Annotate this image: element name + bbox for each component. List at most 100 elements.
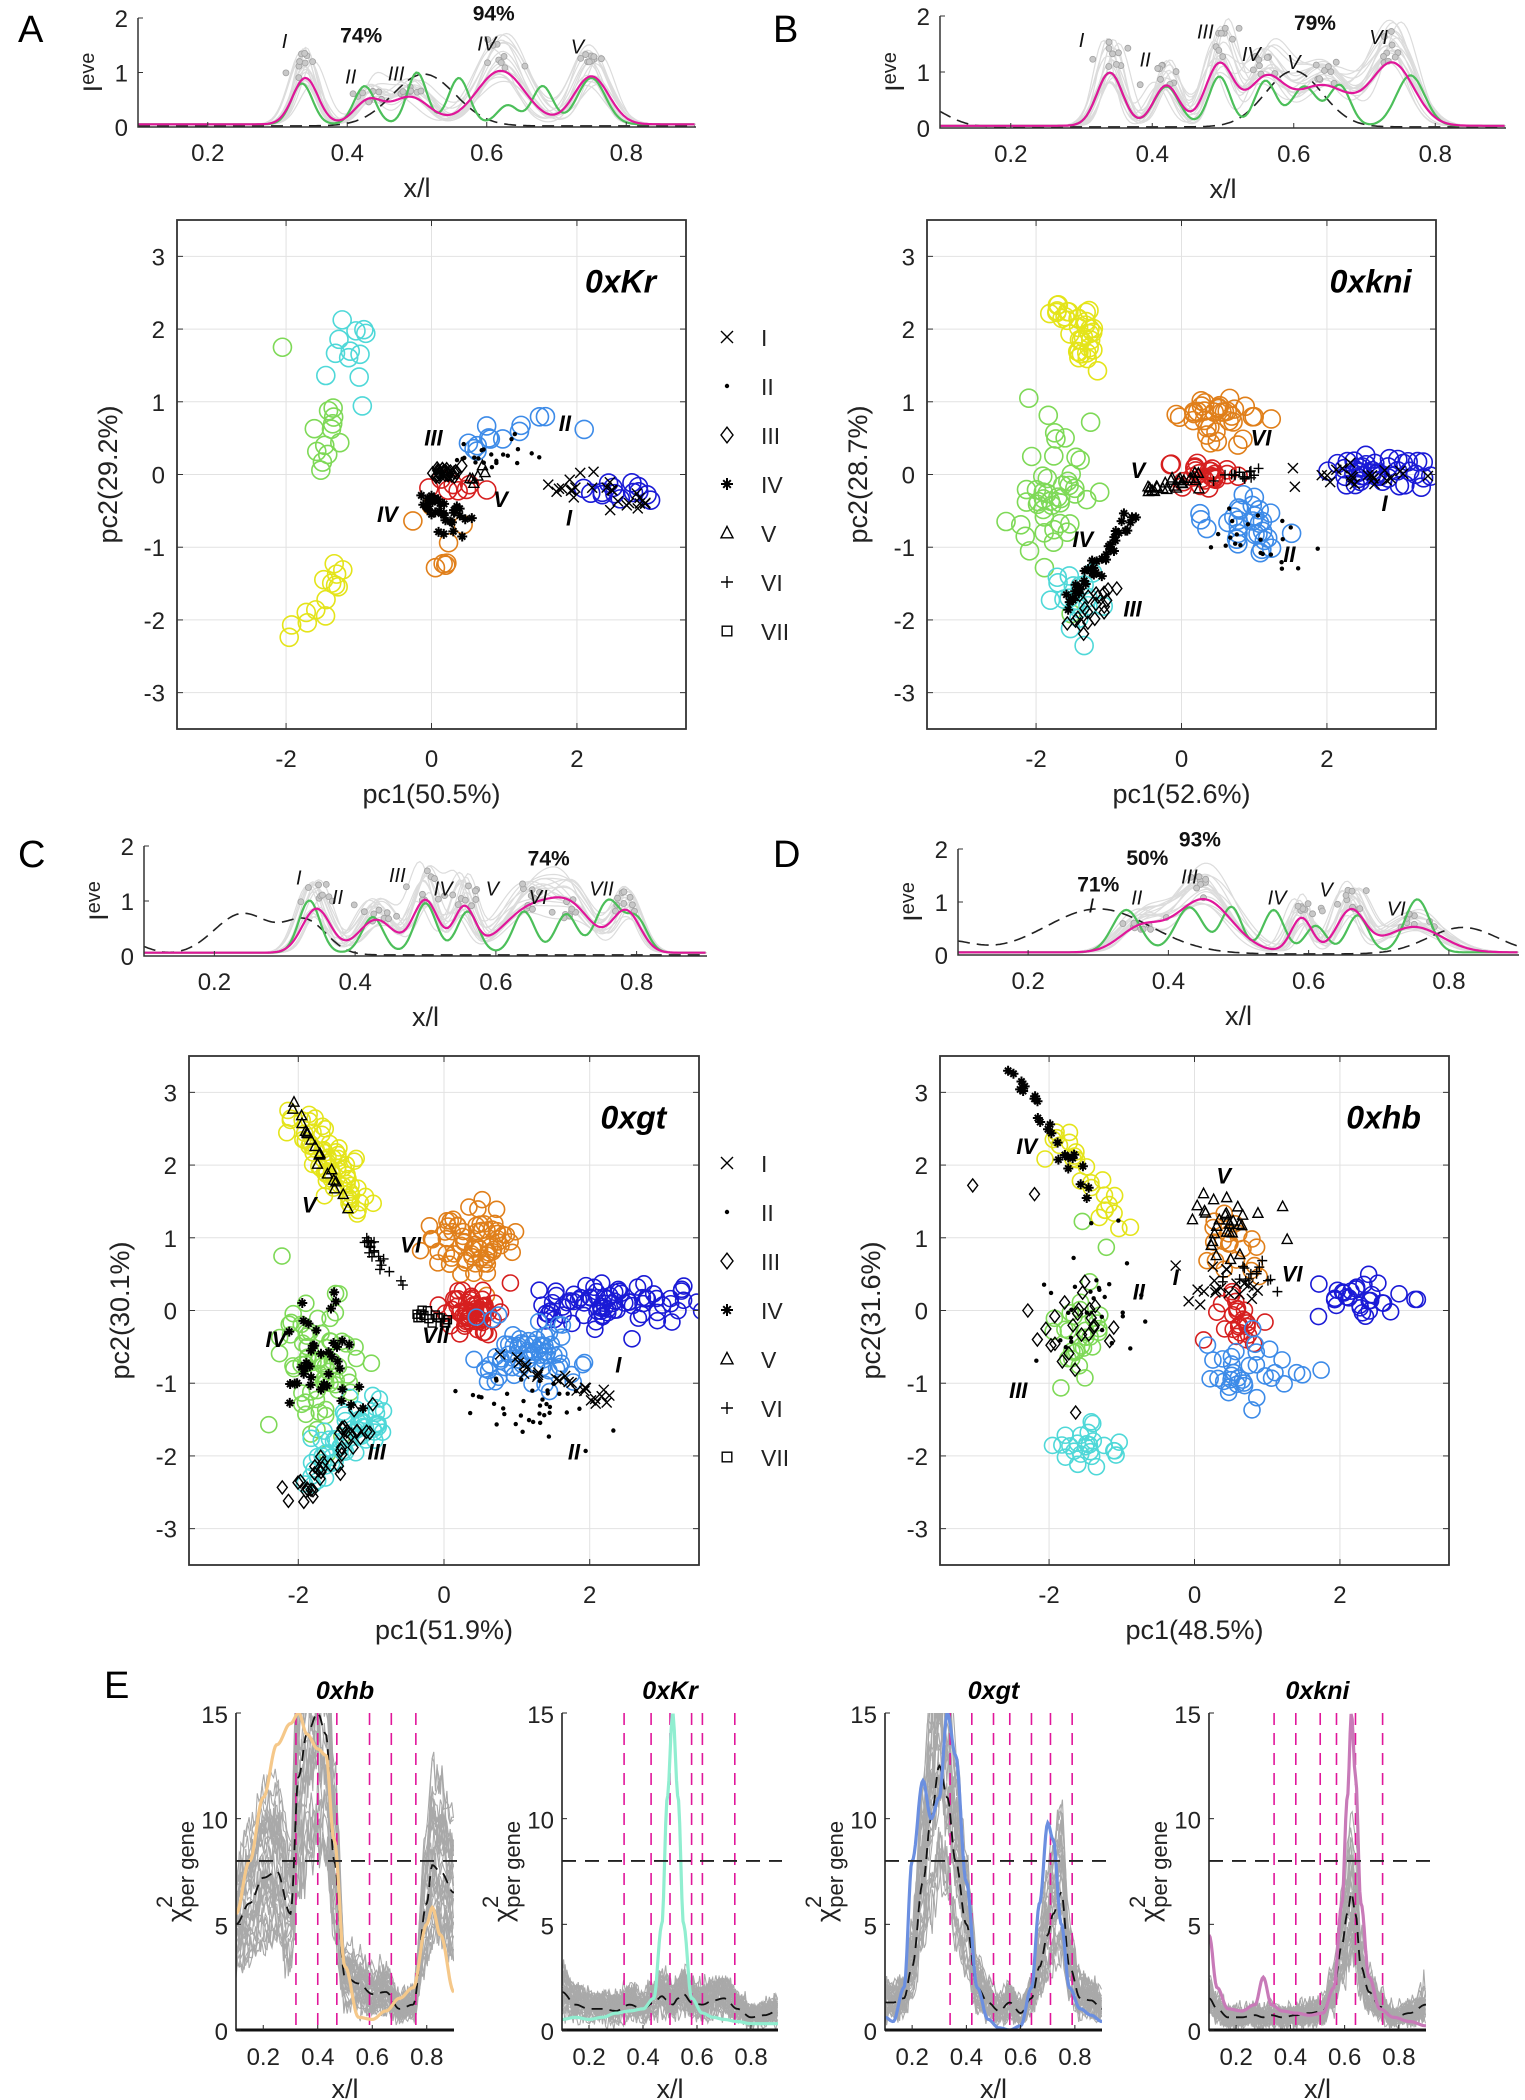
- chart-title: 0xkni: [1286, 1677, 1351, 1705]
- replicate-peak-point: [359, 89, 366, 97]
- cluster-point-lightblue: [528, 1330, 546, 1349]
- stripe-marker-x: [1324, 476, 1336, 488]
- stripe-marker-dot: [1208, 545, 1214, 550]
- stripe-marker-dot: [1066, 1310, 1071, 1316]
- cluster-point-darkblue: [648, 1311, 667, 1330]
- y-tick-label: 0: [215, 2019, 228, 2046]
- cluster-point-green: [322, 413, 343, 434]
- stripe-marker-asterisk: [1118, 508, 1129, 519]
- cluster-point-red: [1212, 1294, 1231, 1313]
- y-tick-label: 2: [917, 4, 930, 31]
- cluster-point-lightblue: [573, 1355, 592, 1374]
- stripe-marker-triangle: [1192, 481, 1206, 494]
- cluster-point-green: [1055, 428, 1075, 448]
- x-tick-label: 0.2: [191, 140, 224, 167]
- replicate-peak-point: [322, 880, 330, 888]
- replicate-peak-point: [1255, 56, 1263, 64]
- cluster-point-green: [1072, 1337, 1091, 1355]
- stripe-marker-dot: [565, 1391, 570, 1396]
- stripe-marker-asterisk: [354, 1381, 365, 1392]
- stripe-marker-asterisk: [433, 526, 444, 537]
- stripe-marker-x: [1209, 1286, 1221, 1298]
- replicate-profile-line: [958, 873, 1519, 953]
- cluster-point-red: [1226, 1292, 1245, 1311]
- cluster-point-orange: [1197, 425, 1217, 445]
- stripe-label: III: [1181, 866, 1198, 888]
- stripe-marker-asterisk: [457, 531, 468, 542]
- x-tick-label: 0.6: [680, 2044, 713, 2071]
- stripe-marker-dot: [1116, 1218, 1121, 1223]
- legend-label: II: [761, 1200, 774, 1226]
- cluster-point-orange: [423, 1231, 442, 1249]
- stripe-marker-square: [419, 1310, 429, 1321]
- stripe-label: III: [388, 64, 405, 86]
- stripe-marker-asterisk: [1077, 1161, 1088, 1172]
- stripe-marker-dot: [573, 1388, 579, 1394]
- cluster-point-green: [1097, 1238, 1116, 1257]
- cluster-point-yellow: [1050, 1136, 1069, 1155]
- stripe-marker-asterisk: [449, 505, 460, 516]
- stripe-marker-dot: [454, 457, 460, 463]
- stripe-marker-asterisk: [358, 1403, 369, 1414]
- x-tick-label: 0.4: [301, 2044, 334, 2071]
- replicate-peak-point: [472, 887, 479, 895]
- stripe-marker-x: [565, 485, 577, 497]
- stripe-group-label: V: [1216, 1163, 1233, 1188]
- stripe-marker-dot: [489, 465, 495, 470]
- cluster-point-yellow: [326, 564, 347, 584]
- cluster-point-darkblue: [1405, 464, 1426, 485]
- series-line-gap-gene: [144, 912, 706, 956]
- stripe-marker-dot: [1238, 542, 1243, 548]
- stripe-marker-asterisk: [1030, 1091, 1041, 1102]
- chart-panel-E-line: 0 5 10 15 0.2 0.4 0.6 0.8 x/l 0xkni χ2per gene: [1125, 1677, 1430, 2100]
- y-axis-label: χ2per gene: [478, 1821, 525, 1922]
- cluster-point-red: [477, 480, 497, 500]
- y-tick-label: -2: [156, 1444, 177, 1471]
- cluster-point-green: [1044, 519, 1064, 540]
- y-tick-label: 0: [541, 2019, 554, 2046]
- chart-title: 0xgt: [601, 1100, 668, 1136]
- cluster-point-cyan: [1083, 1414, 1102, 1433]
- stripe-marker-plus: [376, 1260, 387, 1271]
- stripe-marker-x: [612, 495, 624, 507]
- cluster-point-cyan: [1087, 1457, 1106, 1476]
- stripe-label: VI: [1369, 27, 1388, 49]
- cluster-point-orange: [1228, 435, 1248, 455]
- cluster-point-cyan: [1107, 1446, 1125, 1464]
- cluster-point-cyan: [352, 396, 373, 416]
- cluster-point-green: [304, 418, 325, 439]
- stripe-marker-triangle: [1231, 1199, 1244, 1212]
- cluster-point-green: [1038, 405, 1059, 426]
- stripe-label: II: [1131, 888, 1143, 910]
- y-tick-label: -3: [894, 681, 915, 708]
- stripe-marker-asterisk: [305, 1379, 316, 1390]
- stripe-marker-plus: [1272, 1286, 1283, 1297]
- replicate-chi2-line: [1209, 1837, 1426, 2022]
- stripe-label: IV: [434, 879, 455, 901]
- stripe-marker-dot: [583, 1448, 588, 1454]
- stripe-marker-diamond: [1045, 1337, 1057, 1353]
- replicate-peak-point: [1202, 875, 1210, 883]
- cluster-point-green: [259, 1415, 278, 1434]
- cluster-point-darkblue: [1309, 1307, 1328, 1326]
- cluster-point-orange: [452, 1236, 470, 1255]
- stripe-marker-asterisk: [1063, 1163, 1074, 1174]
- stripe-marker-x: [513, 1357, 525, 1369]
- stripe-marker-x: [1379, 464, 1391, 476]
- cluster-point-orange: [1166, 404, 1187, 425]
- cluster-point-cyan: [355, 323, 376, 344]
- cluster-point-lightblue: [1222, 1366, 1241, 1385]
- stripe-marker-triangle: [1145, 483, 1159, 496]
- stripe-marker-dot: [518, 1413, 524, 1418]
- replicate-peak-point: [1136, 81, 1144, 89]
- cluster-point-cyan: [1043, 1436, 1062, 1455]
- stripe-marker-triangle: [1233, 1247, 1247, 1260]
- cluster-point-lightblue: [492, 1350, 510, 1368]
- cluster-point-green: [1076, 489, 1097, 510]
- stripe-marker-asterisk: [344, 1339, 355, 1350]
- stripe-marker-triangle: [1220, 1190, 1233, 1203]
- cluster-point-lightblue: [1213, 1350, 1232, 1368]
- y-tick-label: 1: [917, 60, 930, 87]
